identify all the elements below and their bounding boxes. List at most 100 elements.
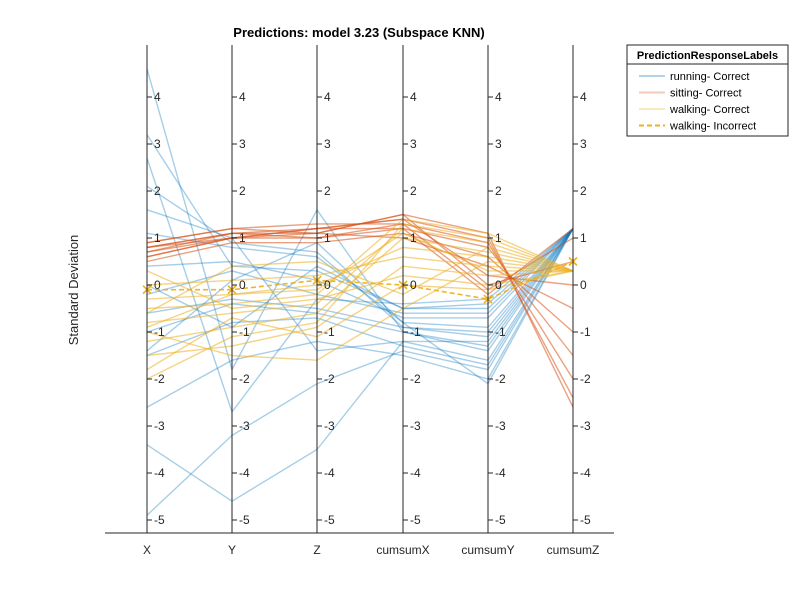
legend-entry[interactable]: walking- Incorrect xyxy=(669,121,756,133)
tick-label: -2 xyxy=(495,372,506,386)
tick-label: -3 xyxy=(495,419,506,433)
tick-label: 0 xyxy=(580,278,587,292)
series-line xyxy=(146,232,573,328)
tick-label: -2 xyxy=(410,372,421,386)
series-line xyxy=(146,209,574,352)
tick-label: -1 xyxy=(239,325,250,339)
x-tick-label: Z xyxy=(313,543,320,557)
tick-label: 2 xyxy=(154,184,161,198)
chart-title: Predictions: model 3.23 (Subspace KNN) xyxy=(233,25,484,40)
series-line xyxy=(146,218,574,310)
tick-label: 4 xyxy=(580,90,587,104)
series-walking-correct xyxy=(146,218,574,380)
tick-label: -5 xyxy=(154,513,165,527)
series-line xyxy=(146,185,574,333)
tick-label: 1 xyxy=(495,231,502,245)
tick-label: 4 xyxy=(154,90,161,104)
tick-label: 1 xyxy=(324,231,331,245)
tick-label: -5 xyxy=(495,513,506,527)
series-line xyxy=(146,227,574,296)
tick-label: -4 xyxy=(239,466,250,480)
series-line xyxy=(146,134,574,310)
tick-label: 1 xyxy=(410,231,417,245)
tick-label: -5 xyxy=(324,513,335,527)
tick-label: -1 xyxy=(324,325,335,339)
series-line xyxy=(146,227,574,356)
tick-label: 0 xyxy=(239,278,246,292)
tick-label: 4 xyxy=(324,90,331,104)
x-tick-label: cumsumZ xyxy=(547,543,600,557)
tick-label: -4 xyxy=(410,466,421,480)
series-line xyxy=(146,228,574,347)
series-line xyxy=(146,228,574,329)
tick-label: -3 xyxy=(239,419,250,433)
series-line xyxy=(146,228,574,408)
tick-label: -3 xyxy=(410,419,421,433)
tick-label: 3 xyxy=(324,137,331,151)
series-line xyxy=(146,237,574,343)
series-line xyxy=(146,228,574,516)
tick-label: -4 xyxy=(495,466,506,480)
tick-label: 1 xyxy=(154,231,161,245)
series-line xyxy=(146,260,574,361)
tick-label: 3 xyxy=(154,137,161,151)
tick-label: 1 xyxy=(580,231,587,245)
tick-label: -5 xyxy=(239,513,250,527)
tick-label: 2 xyxy=(410,184,417,198)
plot-area: -5 -4 -3 -2 -1 0 1 2 3 4 X -5 -4 -3 -2 -1 0 1 2 3 4 Y -5 -4 -3 -2… xyxy=(105,45,614,557)
tick-label: 4 xyxy=(410,90,417,104)
tick-label: 3 xyxy=(239,137,246,151)
tick-label: 2 xyxy=(580,184,587,198)
x-tick-label: cumsumY xyxy=(461,543,514,557)
legend-entry[interactable]: sitting- Correct xyxy=(670,88,742,100)
tick-label: 0 xyxy=(154,278,161,292)
tick-label: -2 xyxy=(239,372,250,386)
tick-label: 0 xyxy=(324,278,331,292)
series-line xyxy=(146,232,574,310)
series-line xyxy=(146,270,574,310)
tick-label: 3 xyxy=(410,137,417,151)
tick-label: 0 xyxy=(495,278,502,292)
tick-label: 4 xyxy=(239,90,246,104)
tick-label: -1 xyxy=(410,325,421,339)
series-line xyxy=(146,256,574,286)
tick-label: -3 xyxy=(580,419,591,433)
series-line xyxy=(146,228,574,338)
tick-label: -2 xyxy=(324,372,335,386)
series-line xyxy=(146,228,574,503)
series-line xyxy=(146,157,574,414)
x-tick-label: X xyxy=(143,543,151,557)
legend-title: PredictionResponseLabels xyxy=(637,50,778,62)
series-running-correct xyxy=(146,68,574,516)
tick-label: -1 xyxy=(495,325,506,339)
tick-label: -2 xyxy=(154,372,165,386)
tick-label: 3 xyxy=(580,137,587,151)
x-tick-label: Y xyxy=(228,543,236,557)
tick-label: -4 xyxy=(324,466,335,480)
series-sitting-correct xyxy=(146,213,574,408)
tick-label: -1 xyxy=(580,325,591,339)
tick-label: 3 xyxy=(495,137,502,151)
tick-label: -1 xyxy=(154,325,165,339)
series-line xyxy=(146,223,574,291)
x-tick-label: cumsumX xyxy=(376,543,429,557)
series-line xyxy=(146,270,574,371)
legend-entry[interactable]: running- Correct xyxy=(670,71,749,83)
legend-entry[interactable]: walking- Correct xyxy=(669,104,749,116)
series-line xyxy=(146,68,574,372)
series-line xyxy=(146,228,574,385)
tick-label: 2 xyxy=(324,184,331,198)
tick-label: -5 xyxy=(580,513,591,527)
tick-label: -3 xyxy=(154,419,165,433)
tick-label: -2 xyxy=(580,372,591,386)
tick-label: 1 xyxy=(239,231,246,245)
legend[interactable]: PredictionResponseLabels running- Correct… xyxy=(626,44,789,137)
tick-label: -5 xyxy=(410,513,421,527)
series-line xyxy=(146,228,574,366)
legend-box xyxy=(626,44,789,137)
y-axis-label: Standard Deviation xyxy=(66,235,81,346)
series-line xyxy=(146,246,574,314)
tick-label: -4 xyxy=(580,466,591,480)
tick-label: 2 xyxy=(239,184,246,198)
